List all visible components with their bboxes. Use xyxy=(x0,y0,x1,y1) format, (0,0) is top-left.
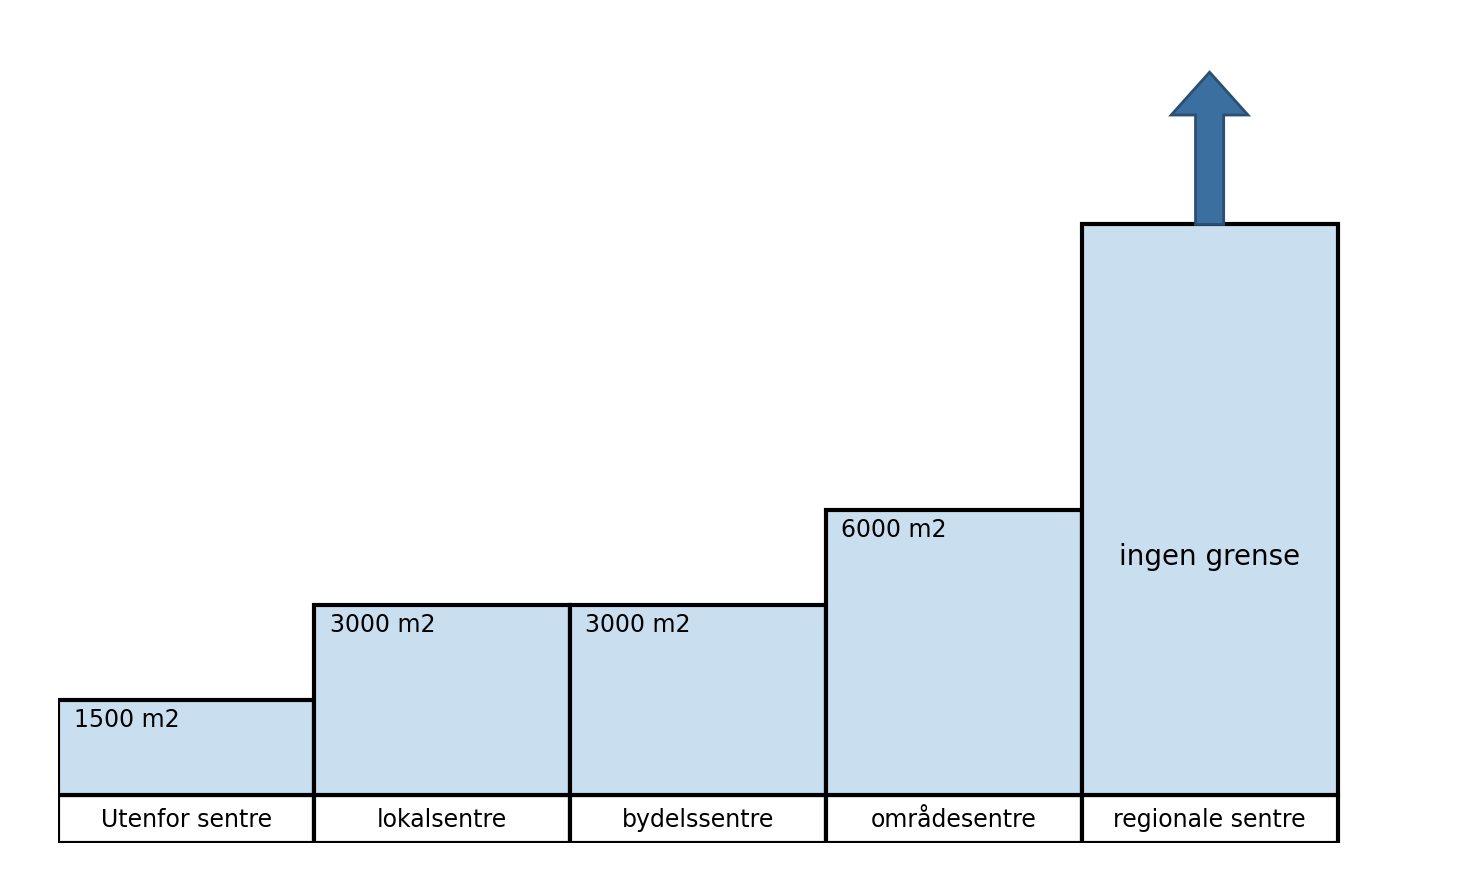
Bar xyxy=(58,795,313,843)
Bar xyxy=(1082,795,1337,843)
Bar xyxy=(570,795,825,843)
Text: Utenfor sentre: Utenfor sentre xyxy=(101,807,271,831)
Text: områdesentre: områdesentre xyxy=(870,807,1037,831)
Bar xyxy=(58,701,313,795)
Text: 6000 m2: 6000 m2 xyxy=(841,517,946,541)
Text: 3000 m2: 3000 m2 xyxy=(330,612,434,636)
FancyArrow shape xyxy=(1171,73,1248,225)
Bar xyxy=(825,795,1082,843)
Text: lokalsentre: lokalsentre xyxy=(378,807,507,831)
Bar xyxy=(1082,225,1337,795)
Text: 1500 m2: 1500 m2 xyxy=(74,707,179,731)
Text: ingen grense: ingen grense xyxy=(1120,542,1301,570)
Text: 3000 m2: 3000 m2 xyxy=(585,612,691,636)
Text: bydelssentre: bydelssentre xyxy=(621,807,774,831)
Bar xyxy=(825,510,1082,795)
Bar xyxy=(570,605,825,795)
Bar xyxy=(313,795,570,843)
Bar xyxy=(313,605,570,795)
Text: regionale sentre: regionale sentre xyxy=(1114,807,1306,831)
